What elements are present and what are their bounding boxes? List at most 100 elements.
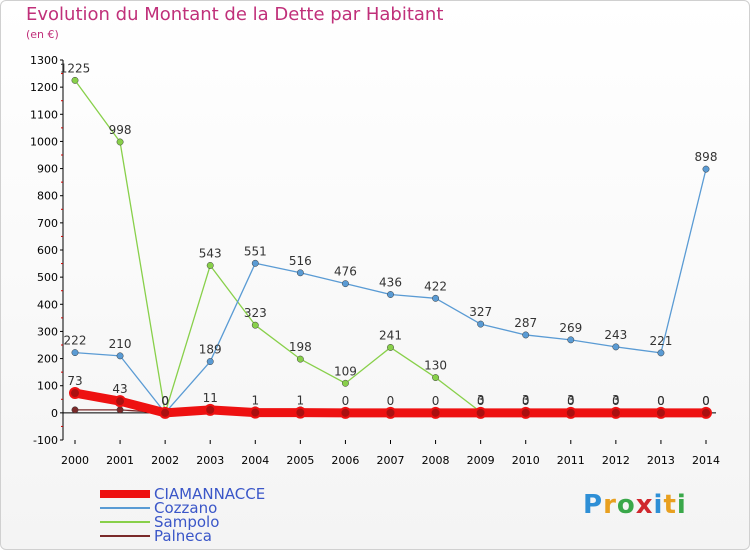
x-tick-label: 2014 <box>692 454 720 467</box>
chart-title: Evolution du Montant de la Dette par Hab… <box>26 4 444 25</box>
y-tick-label: 900 <box>37 163 58 176</box>
logo-letter: i <box>676 490 687 520</box>
data-point-cozzano <box>477 320 485 328</box>
y-tick-label: 100 <box>37 380 58 393</box>
logo-letter: i <box>653 490 664 520</box>
data-label-ciamannacce: 0 <box>342 394 350 408</box>
data-label-ciamannacce: 0 <box>612 394 620 408</box>
x-tick-label: 2004 <box>241 454 269 467</box>
x-tick-label: 2003 <box>196 454 224 467</box>
data-point-cozzano <box>387 291 394 298</box>
data-label-sampolo: 0 <box>657 394 665 408</box>
logo-letter: r <box>603 490 617 520</box>
data-label-ciamannacce: 0 <box>477 394 485 408</box>
series-line-cozzano <box>74 168 707 414</box>
data-label-cozzano: 243 <box>604 328 627 342</box>
data-label-ciamannacce: 0 <box>702 394 710 408</box>
data-point-ciamannacce <box>654 406 667 419</box>
data-label-cozzano: 476 <box>334 265 357 279</box>
x-tick-label: 2012 <box>602 454 630 467</box>
data-label-sampolo: 0 <box>702 394 710 408</box>
data-label-sampolo: 130 <box>424 359 447 373</box>
y-tick-label: 1300 <box>30 54 58 67</box>
chart-subtitle: (en €) <box>26 28 59 41</box>
data-point-cozzano <box>522 331 530 339</box>
x-tick-label: 2002 <box>151 454 179 467</box>
y-tick-label: 800 <box>37 190 58 203</box>
data-label-ciamannacce: 0 <box>522 394 530 408</box>
data-label-ciamannacce: 73 <box>67 374 82 388</box>
data-point-cozzano <box>612 343 620 351</box>
data-point-sampolo <box>251 321 259 329</box>
x-tick-label: 2013 <box>647 454 675 467</box>
data-point-ciamannacce <box>429 406 442 419</box>
data-label-cozzano: 287 <box>514 316 537 330</box>
data-label-cozzano: 422 <box>424 279 447 293</box>
logo-letter: t <box>663 490 677 520</box>
x-tick-label: 2006 <box>331 454 359 467</box>
proxiti-logo: Proxiti <box>583 490 687 520</box>
series-line-sampolo <box>74 79 707 414</box>
data-label-cozzano: 222 <box>64 334 87 348</box>
legend-swatch-sampolo <box>100 521 150 523</box>
data-label-ciamannacce: 1 <box>297 394 305 408</box>
data-label-ciamannacce: 43 <box>112 382 127 396</box>
legend-label-palneca: Palneca <box>154 527 212 545</box>
x-tick-label: 2005 <box>286 454 314 467</box>
logo-letter: P <box>583 490 604 520</box>
x-tick-label: 2008 <box>422 454 450 467</box>
data-point-cozzano <box>432 294 440 302</box>
data-label-sampolo: 543 <box>199 246 222 260</box>
data-label-sampolo: 0 <box>161 394 169 408</box>
data-label-cozzano: 210 <box>109 337 132 351</box>
logo-letter: o <box>616 490 636 520</box>
data-label-sampolo: 198 <box>289 340 312 354</box>
data-label-sampolo: 1225 <box>60 61 91 75</box>
data-label-cozzano: 0 <box>161 394 169 408</box>
data-point-sampolo <box>387 343 394 351</box>
data-point-ciamannacce <box>384 406 397 419</box>
data-point-ciamannacce <box>114 395 127 408</box>
y-tick-label: 300 <box>37 325 58 338</box>
y-tick-label: 1200 <box>30 81 58 94</box>
data-point-cozzano <box>206 358 214 366</box>
data-point-sampolo <box>432 374 440 382</box>
data-point-ciamannacce <box>204 403 217 416</box>
legend-item-cozzano: Cozzano <box>100 499 217 517</box>
x-tick-label: 2001 <box>106 454 134 467</box>
legend-label-sampolo: Sampolo <box>154 513 220 531</box>
y-tick-label: 400 <box>37 298 58 311</box>
data-point-ciamannacce <box>69 387 81 400</box>
y-tick-label: 500 <box>37 271 58 284</box>
data-point-ciamannacce <box>474 406 487 419</box>
data-label-ciamannacce: 11 <box>203 391 218 405</box>
data-point-ciamannacce <box>294 406 307 419</box>
data-label-ciamannacce: 1 <box>251 394 259 408</box>
data-label-sampolo: 3 <box>567 393 575 407</box>
data-label-cozzano: 436 <box>379 276 402 290</box>
data-point-sampolo <box>116 138 124 146</box>
data-label-cozzano: 327 <box>469 305 492 319</box>
data-point-ciamannacce <box>249 406 262 419</box>
data-label-sampolo: 3 <box>477 393 485 407</box>
data-point-cozzano <box>702 165 710 173</box>
data-label-sampolo: 3 <box>522 393 530 407</box>
legend-swatch-palneca <box>100 535 150 537</box>
data-point-ciamannacce <box>609 406 622 419</box>
data-label-ciamannacce: 0 <box>387 394 395 408</box>
data-label-ciamannacce: 0 <box>432 394 440 408</box>
data-point-ciamannacce <box>700 406 712 419</box>
data-point-ciamannacce <box>519 406 532 419</box>
data-label-cozzano: 189 <box>199 343 222 357</box>
data-point-ciamannacce <box>339 406 352 419</box>
data-point-ciamannacce <box>159 406 172 419</box>
legend-item-palneca: Palneca <box>100 527 212 545</box>
x-tick-label: 2007 <box>377 454 405 467</box>
data-point-cozzano <box>341 280 349 288</box>
data-label-cozzano: 551 <box>244 244 267 258</box>
x-tick-label: 2009 <box>467 454 495 467</box>
y-tick-label: 1000 <box>30 135 58 148</box>
data-point-sampolo <box>206 262 214 269</box>
